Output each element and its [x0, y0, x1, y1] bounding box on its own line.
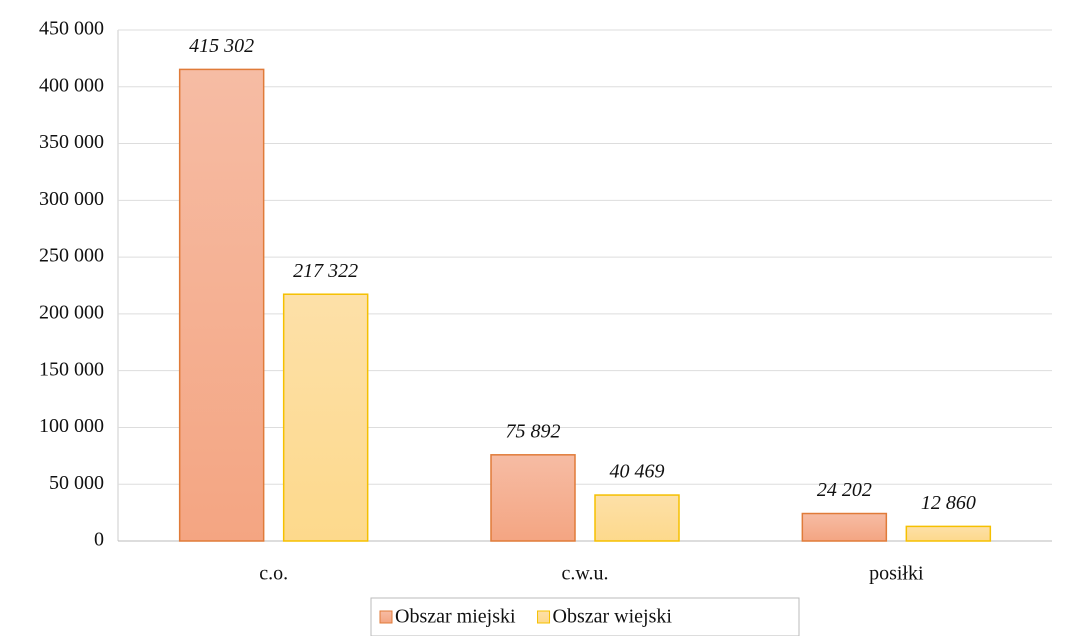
legend-swatch [379, 610, 393, 624]
bar [490, 454, 576, 542]
y-tick-label: 0 [94, 529, 104, 551]
y-tick-label: 450 000 [39, 18, 104, 40]
value-label: 24 202 [817, 479, 872, 501]
y-tick-label: 150 000 [39, 358, 104, 380]
y-tick-label: 250 000 [39, 245, 104, 267]
y-tick-label: 350 000 [39, 131, 104, 153]
legend-swatch [537, 610, 551, 624]
value-label: 40 469 [610, 461, 665, 483]
legend-label: Obszar miejski [395, 606, 516, 628]
value-label: 217 322 [293, 260, 358, 282]
x-tick-label: posiłki [869, 563, 924, 585]
y-tick-label: 100 000 [39, 415, 104, 437]
legend-label: Obszar wiejski [553, 606, 673, 628]
x-tick-label: c.w.u. [561, 563, 608, 585]
legend-box [370, 597, 800, 636]
bar [801, 512, 888, 542]
bar [178, 68, 265, 542]
bar [594, 494, 680, 542]
bar [905, 525, 992, 542]
y-tick-label: 200 000 [39, 301, 104, 323]
y-tick-label: 400 000 [39, 74, 104, 96]
value-label: 12 860 [921, 492, 976, 514]
value-label: 415 302 [189, 35, 254, 57]
bar [282, 293, 369, 542]
y-tick-label: 50 000 [49, 472, 104, 494]
value-label: 75 892 [506, 420, 561, 442]
x-tick-label: c.o. [259, 563, 288, 585]
y-tick-label: 300 000 [39, 188, 104, 210]
